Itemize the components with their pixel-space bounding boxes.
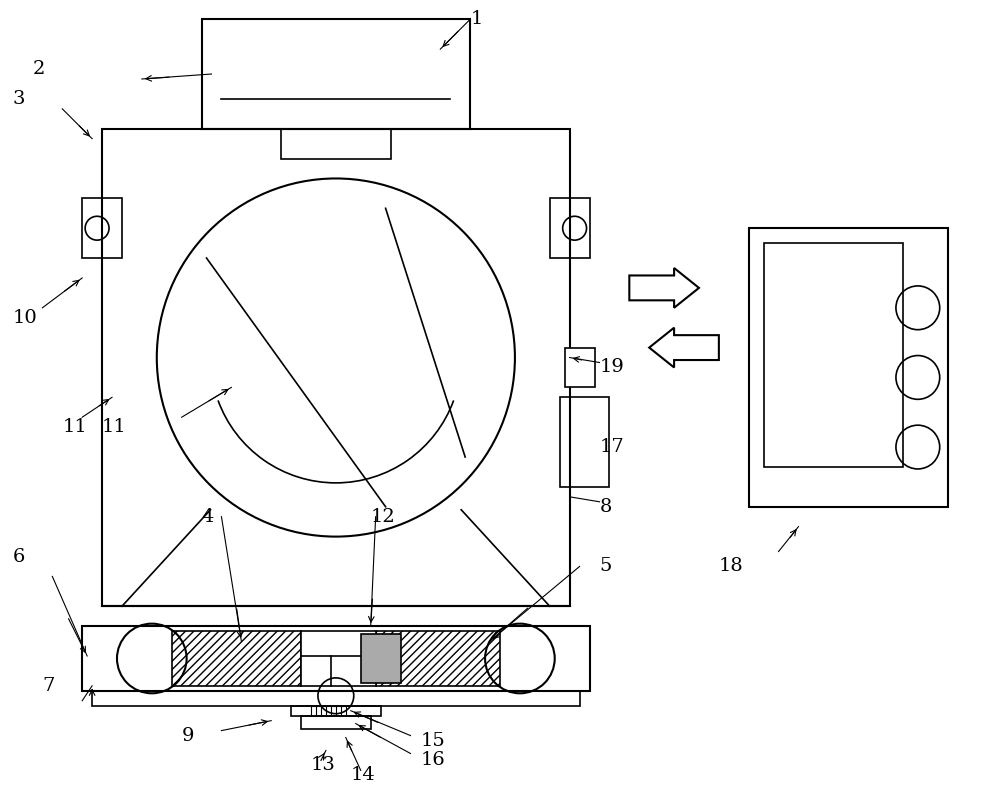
FancyArrow shape xyxy=(649,328,719,367)
Bar xyxy=(172,631,301,686)
Text: 11: 11 xyxy=(62,418,87,437)
Text: 3: 3 xyxy=(13,90,25,108)
FancyArrow shape xyxy=(629,268,699,308)
Text: 8: 8 xyxy=(599,498,612,516)
Text: 12: 12 xyxy=(371,507,395,526)
Text: 4: 4 xyxy=(202,507,214,526)
Text: 2: 2 xyxy=(32,60,45,78)
Text: 14: 14 xyxy=(351,767,376,784)
Bar xyxy=(82,626,590,691)
Text: 17: 17 xyxy=(599,438,624,456)
Text: 6: 6 xyxy=(13,548,25,566)
Text: 1: 1 xyxy=(470,10,483,28)
Bar xyxy=(749,229,948,507)
Text: 9: 9 xyxy=(182,727,194,745)
Bar xyxy=(565,348,595,388)
Text: 13: 13 xyxy=(311,756,336,775)
Bar xyxy=(560,397,609,487)
Text: 19: 19 xyxy=(599,359,624,377)
Bar xyxy=(764,243,903,467)
Text: 16: 16 xyxy=(420,752,445,769)
Bar xyxy=(202,19,470,128)
Text: 5: 5 xyxy=(599,557,612,575)
Text: 7: 7 xyxy=(42,677,55,695)
Bar xyxy=(301,716,371,729)
Text: 11: 11 xyxy=(102,418,127,437)
Bar xyxy=(291,706,381,716)
Bar xyxy=(102,128,570,606)
Text: 15: 15 xyxy=(420,731,445,749)
Bar xyxy=(550,199,590,258)
Bar xyxy=(281,128,391,158)
Text: 18: 18 xyxy=(719,557,744,575)
Bar xyxy=(92,691,580,706)
Text: 10: 10 xyxy=(13,309,37,327)
Bar xyxy=(301,631,376,686)
Bar xyxy=(376,631,500,686)
Bar xyxy=(361,634,401,683)
Bar xyxy=(82,199,122,258)
